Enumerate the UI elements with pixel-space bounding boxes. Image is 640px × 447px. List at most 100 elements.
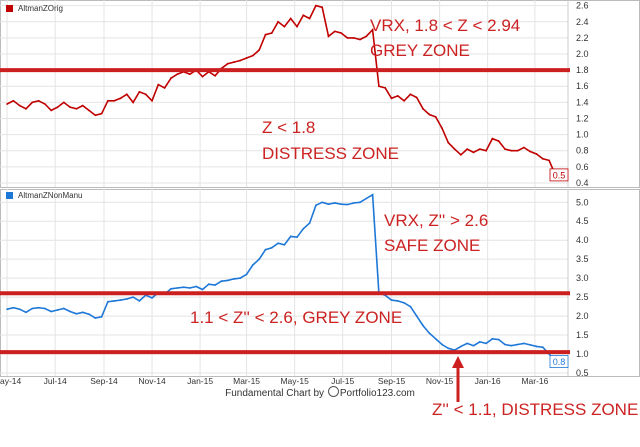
data-point-top <box>258 49 261 51</box>
xtick-label: Sep-15 <box>378 376 406 386</box>
data-point-bottom <box>522 342 525 345</box>
ytick-label-bottom: 3.0 <box>576 273 589 283</box>
data-point-top <box>371 28 374 31</box>
data-point-bottom <box>251 263 254 266</box>
data-point-bottom <box>69 310 72 313</box>
data-point-top <box>403 99 406 102</box>
ytick-label-bottom: 2.0 <box>576 311 589 321</box>
annotation-top-grey-zone: GREY ZONE <box>370 41 470 60</box>
data-point-top <box>516 149 519 152</box>
data-point-top <box>132 101 135 104</box>
xtick-label: May-14 <box>0 376 22 386</box>
data-point-top <box>302 14 305 17</box>
ytick-label-top: 2.2 <box>576 33 589 43</box>
data-point-top <box>428 113 431 116</box>
annotation-top-vrx: VRX, 1.8 < Z < 2.94 <box>370 16 521 35</box>
data-point-top <box>12 99 15 102</box>
data-point-bottom <box>296 236 298 239</box>
data-point-bottom <box>195 285 198 288</box>
data-point-top <box>485 149 487 152</box>
data-point-bottom <box>472 344 475 347</box>
data-point-top <box>396 95 399 97</box>
data-point-top <box>510 149 513 152</box>
data-point-top <box>233 61 235 63</box>
data-point-bottom <box>289 235 292 238</box>
data-point-top <box>18 104 21 107</box>
annotation-bottom-distress-zone: Z'' < 1.1, DISTRESS ZONE <box>432 400 639 419</box>
xtick-label: Jul-15 <box>331 376 354 386</box>
data-point-top <box>151 99 153 102</box>
data-point-bottom <box>270 246 273 249</box>
data-point-bottom <box>302 227 305 230</box>
data-point-bottom <box>88 313 90 316</box>
data-point-top <box>529 150 532 153</box>
panel-frame-top <box>0 0 640 188</box>
data-point-top <box>188 73 191 76</box>
ytick-label-top: 0.6 <box>576 162 589 172</box>
data-point-bottom <box>459 345 462 348</box>
data-point-top <box>170 77 172 80</box>
ytick-label-top: 1.2 <box>576 113 589 123</box>
xtick-label: Mar-16 <box>521 376 548 386</box>
data-point-bottom <box>12 306 15 309</box>
legend-swatch-bottom <box>6 192 13 199</box>
data-point-bottom <box>151 296 153 299</box>
ytick-label-top: 1.0 <box>576 130 589 140</box>
ytick-label-top: 0.8 <box>576 146 589 156</box>
legend-bottom: AltmanZNonManu <box>6 191 82 200</box>
data-point-top <box>434 115 437 118</box>
data-point-bottom <box>409 305 412 308</box>
xtick-label: Mar-15 <box>233 376 260 386</box>
ytick-label-bottom: 2.5 <box>576 292 589 302</box>
annotation-bottom-safe-zone: SAFE ZONE <box>384 236 481 255</box>
data-point-top <box>214 74 216 77</box>
data-point-bottom <box>56 309 59 311</box>
data-point-bottom <box>365 197 368 200</box>
data-point-bottom <box>75 312 78 315</box>
data-point-bottom <box>176 287 179 289</box>
last-value-label-top: 0.5 <box>553 170 566 180</box>
data-point-top <box>37 99 40 102</box>
data-point-bottom <box>333 202 336 204</box>
legend-top: AltmanZOrig <box>6 4 63 13</box>
data-point-top <box>340 32 343 34</box>
data-point-bottom <box>94 317 97 319</box>
data-point-bottom <box>44 307 46 310</box>
data-point-top <box>497 140 500 142</box>
chart-footer: Fundamental Chart by Portfolio123.com <box>0 386 640 399</box>
ytick-label-bottom: 4.5 <box>576 216 589 226</box>
data-point-bottom <box>62 307 65 310</box>
data-point-bottom <box>422 324 424 327</box>
data-point-top <box>62 101 65 104</box>
data-point-top <box>327 35 330 38</box>
last-value-box-top <box>549 168 569 182</box>
data-point-bottom <box>441 343 443 346</box>
data-point-top <box>100 112 103 115</box>
data-point-top <box>50 109 53 112</box>
data-point-top <box>157 83 160 86</box>
data-point-top <box>6 103 8 105</box>
data-point-bottom <box>31 307 34 310</box>
data-point-top <box>478 148 481 151</box>
xtick-label: Jan-16 <box>475 376 501 386</box>
data-point-top <box>94 114 97 117</box>
annotation-top-z: Z < 1.8 <box>262 118 316 137</box>
data-point-top <box>25 107 27 110</box>
data-point-top <box>176 73 179 76</box>
data-point-top <box>504 148 506 151</box>
data-point-top <box>56 106 59 109</box>
data-point-top <box>459 153 462 156</box>
xtick-label: Jul-14 <box>44 376 67 386</box>
data-point-bottom <box>403 301 406 304</box>
ytick-label-bottom: 4.0 <box>576 235 589 245</box>
data-point-bottom <box>541 346 544 349</box>
data-point-top <box>144 93 147 96</box>
data-point-bottom <box>283 243 286 246</box>
data-point-bottom <box>182 286 185 289</box>
data-point-bottom <box>535 345 538 348</box>
annotation-top-distress-zone: DISTRESS ZONE <box>262 144 399 163</box>
footer-brand: Portfolio123.com <box>339 388 415 399</box>
data-point-top <box>453 148 456 151</box>
ytick-label-top: 1.8 <box>576 65 589 75</box>
